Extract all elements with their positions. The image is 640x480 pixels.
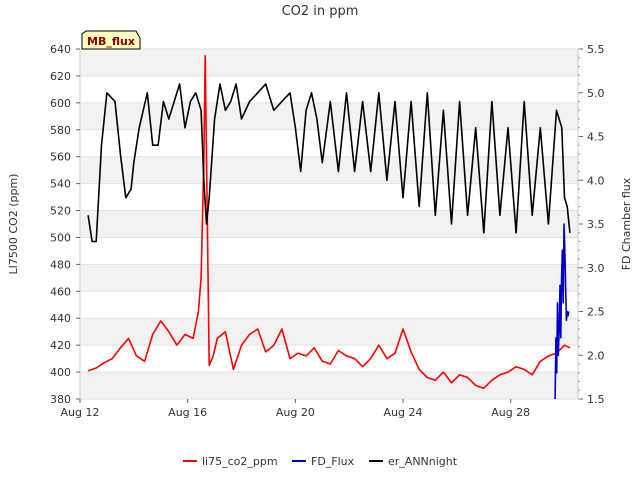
mb-flux-badge: MB_flux	[81, 30, 141, 50]
right-tick-label: 1.5	[587, 393, 605, 406]
right-axis: 1.5 2.0 2.5 3.0 3.5 4.0 4.5 5.0 5.5	[578, 43, 605, 406]
left-axis: 380 400 420 440 460 480 500 520 540 560 580 600 620 6…	[50, 43, 80, 406]
legend-label: FD_Flux	[311, 455, 355, 468]
grid-band	[80, 156, 578, 184]
left-tick-label: 400	[50, 366, 71, 379]
y-axis-label-left: LI7500 CO2 (ppm)	[7, 174, 20, 275]
left-tick-label: 520	[50, 205, 71, 218]
x-tick-label: Aug 20	[276, 406, 315, 419]
y-axis-label-right: FD Chamber flux	[620, 177, 633, 270]
grid-band	[80, 264, 578, 292]
left-tick-label: 540	[50, 178, 71, 191]
badge-label: MB_flux	[87, 35, 135, 48]
grid-band	[80, 372, 578, 399]
left-tick-label: 460	[50, 285, 71, 298]
legend-label: er_ANNnight	[388, 455, 458, 468]
left-tick-label: 440	[50, 312, 71, 325]
right-tick-label: 2.5	[587, 306, 605, 319]
series-line-li75-co2-ppm	[87, 54, 571, 390]
left-tick-label: 640	[50, 43, 71, 56]
right-tick-label: 4.5	[587, 131, 605, 144]
left-tick-label: 600	[50, 97, 71, 110]
legend-label: li75_co2_ppm	[202, 455, 278, 468]
x-tick-label: Aug 12	[61, 406, 100, 419]
right-tick-label: 3.5	[587, 218, 605, 231]
left-tick-label: 560	[50, 151, 71, 164]
legend: li75_co2_ppm FD_Flux er_ANNnight	[183, 455, 458, 468]
grid-band	[80, 210, 578, 238]
series-line-er-annnight	[87, 83, 571, 243]
x-axis: Aug 12 Aug 16 Aug 20 Aug 24 Aug 28	[61, 399, 530, 419]
left-tick-label: 380	[50, 393, 71, 406]
x-tick-label: Aug 24	[384, 406, 423, 419]
right-tick-label: 5.5	[587, 43, 605, 56]
left-tick-label: 620	[50, 70, 71, 83]
right-tick-label: 5.0	[587, 87, 605, 100]
left-tick-label: 500	[50, 231, 71, 244]
badge-shape	[81, 30, 141, 50]
series-line-fd-flux	[554, 223, 570, 400]
grid-band	[80, 49, 578, 76]
plot-background-bands	[80, 49, 578, 399]
right-tick-label: 3.0	[587, 262, 605, 275]
right-tick-label: 2.0	[587, 349, 605, 362]
chart-title: CO2 in ppm	[282, 4, 359, 19]
left-tick-label: 420	[50, 339, 71, 352]
series-lines	[87, 54, 571, 400]
x-tick-label: Aug 28	[491, 406, 530, 419]
x-tick-label: Aug 16	[168, 406, 207, 419]
right-tick-label: 4.0	[587, 174, 605, 187]
gridlines	[80, 48, 578, 400]
left-tick-label: 580	[50, 124, 71, 137]
left-tick-label: 480	[50, 258, 71, 271]
